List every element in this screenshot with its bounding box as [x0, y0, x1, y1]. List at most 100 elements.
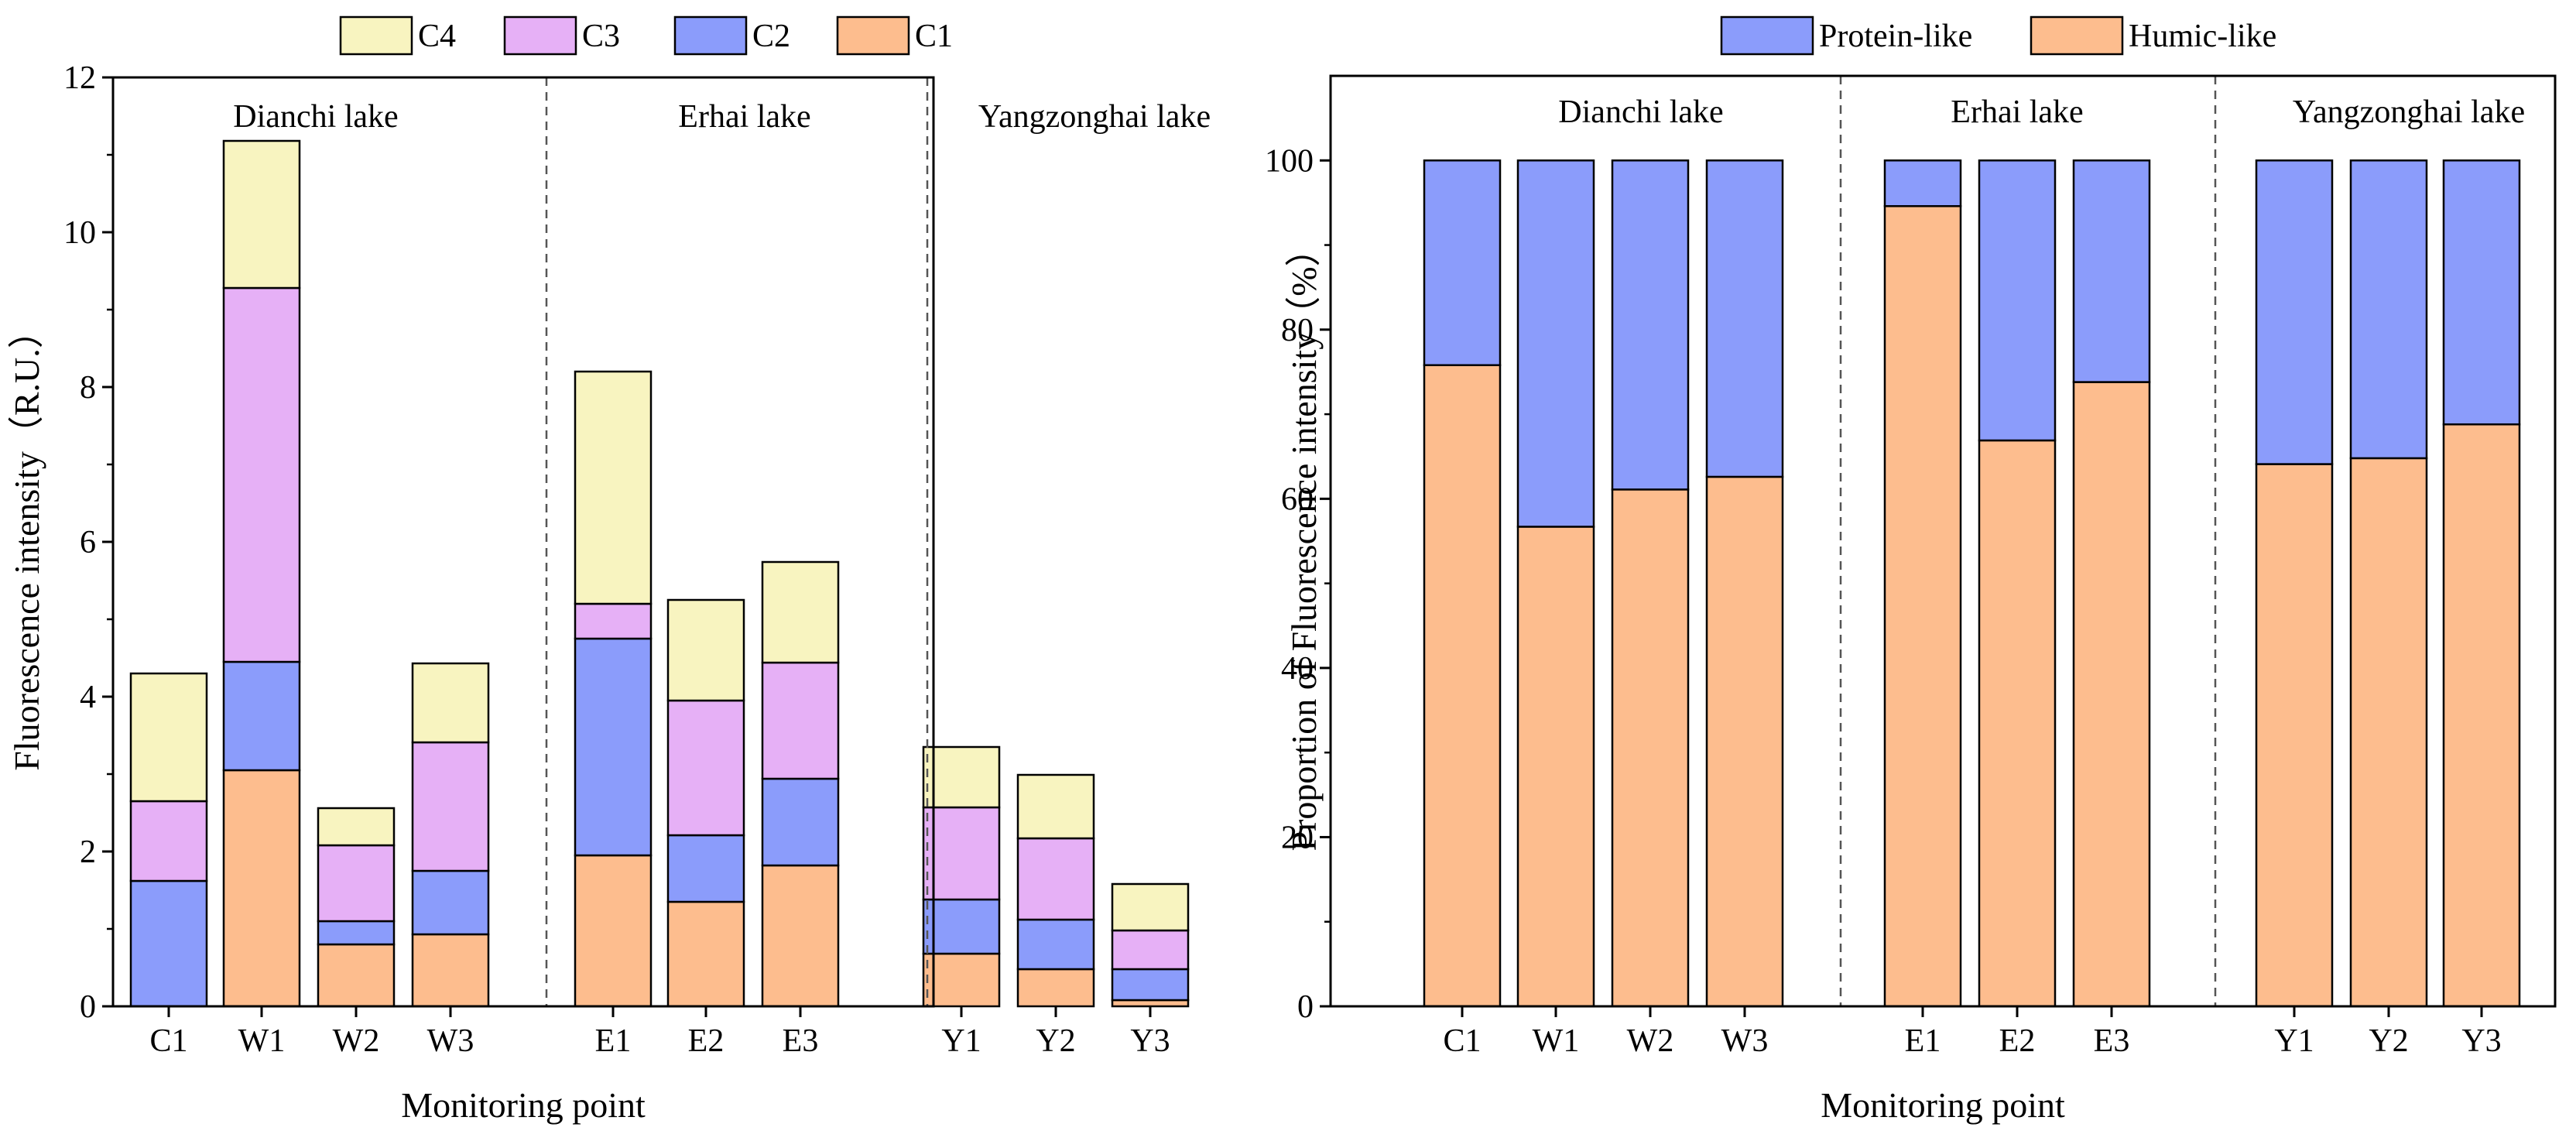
- bar-Protein-like-C1: [1423, 159, 1502, 366]
- legend: Protein-like Humic-like: [1720, 15, 2276, 56]
- bar-C4-W2: [317, 807, 396, 847]
- bar-C3-E3: [761, 661, 840, 780]
- x-tick-label: W1: [238, 1023, 286, 1059]
- bar-C1-Y1: [922, 952, 1001, 1008]
- bar-C3-C1: [129, 800, 208, 882]
- x-tick-label: Y2: [2369, 1023, 2408, 1059]
- x-tick-label: E1: [595, 1023, 632, 1059]
- y-tick-label: 60: [1281, 481, 1314, 517]
- bar-C4-W1: [222, 139, 301, 290]
- bar-C4-E2: [666, 598, 745, 702]
- bar-C3-Y2: [1016, 837, 1095, 921]
- bar-Humic-like-W3: [1705, 475, 1784, 1008]
- bar-C2-Y1: [922, 898, 1001, 955]
- group-label: Dianchi lake: [1558, 94, 1723, 130]
- bar-C3-W1: [222, 286, 301, 663]
- bar-Protein-like-E2: [1978, 159, 2057, 442]
- y-tick-label: 10: [63, 215, 96, 251]
- group-label: Erhai lake: [1951, 94, 2083, 130]
- legend-swatch-C2: [673, 15, 748, 56]
- legend-label-Protein-like: Protein-like: [1819, 19, 1972, 54]
- x-tick-label: C1: [149, 1023, 187, 1059]
- x-tick-label: Y1: [2274, 1023, 2314, 1059]
- x-tick-label: W2: [333, 1023, 380, 1059]
- bar-C4-Y1: [922, 745, 1001, 809]
- bar-Protein-like-E1: [1883, 159, 1962, 207]
- x-tick-label: W2: [1627, 1023, 1674, 1059]
- y-axis-label: Fluorescence intensity（R.U.）: [7, 313, 46, 771]
- bar-C4-E3: [761, 560, 840, 664]
- bar-Humic-like-E2: [1978, 439, 2057, 1008]
- bar-Humic-like-E1: [1883, 205, 1962, 1008]
- legend-swatch-C1: [836, 15, 910, 56]
- legend-swatch-Protein-like: [1720, 15, 1814, 56]
- bar-Humic-like-W2: [1611, 488, 1690, 1008]
- bar-Humic-like-E3: [2072, 381, 2151, 1008]
- x-tick-label: W3: [427, 1023, 474, 1059]
- bar-C3-Y3: [1111, 929, 1190, 971]
- bar-C1-Y2: [1016, 968, 1095, 1008]
- legend-label-C4: C4: [418, 19, 456, 54]
- bar-C4-W3: [411, 662, 490, 744]
- y-tick-label: 2: [80, 834, 96, 870]
- legend-label-C2: C2: [752, 19, 790, 54]
- x-tick-label: W1: [1533, 1023, 1580, 1059]
- bar-Protein-like-Y2: [2349, 159, 2428, 460]
- y-tick-label: 12: [63, 60, 96, 96]
- group-label: Yangzonghai lake: [978, 99, 1211, 135]
- bar-C2-W1: [222, 660, 301, 772]
- bar-C3-W3: [411, 741, 490, 872]
- bar-C2-Y3: [1111, 968, 1190, 1002]
- y-tick-label: 8: [80, 370, 96, 406]
- chart-panel-1: Dianchi lake Erhai lake Yangzonghai lake 0 2…: [7, 15, 1211, 1125]
- bar-C1-E3: [761, 864, 840, 1008]
- bar-Protein-like-E3: [2072, 159, 2151, 383]
- x-tick-label: E3: [783, 1023, 819, 1059]
- bar-Humic-like-C1: [1423, 364, 1502, 1008]
- bar-C2-E1: [574, 637, 653, 857]
- legend-swatch-C4: [339, 15, 413, 56]
- bar-C1-E2: [666, 900, 745, 1008]
- bar-C3-E1: [574, 602, 653, 640]
- bar-C3-E2: [666, 699, 745, 837]
- x-tick-label: E3: [2094, 1023, 2130, 1059]
- legend-label-C3: C3: [582, 19, 620, 54]
- y-tick-label: 6: [80, 525, 96, 560]
- x-tick-label: W3: [1721, 1023, 1769, 1059]
- legend-swatch-C3: [503, 15, 577, 56]
- legend-label-Humic-like: Humic-like: [2129, 19, 2276, 54]
- x-tick-label: Y3: [1130, 1023, 1170, 1059]
- bar-C1-E1: [574, 854, 653, 1008]
- legend-swatch-Humic-like: [2030, 15, 2124, 56]
- x-axis-label: Monitoring point: [401, 1085, 646, 1125]
- x-tick-label: E2: [688, 1023, 724, 1059]
- bar-Humic-like-Y1: [2255, 463, 2334, 1008]
- y-tick-label: 80: [1281, 313, 1314, 348]
- bar-C2-E2: [666, 834, 745, 903]
- bar-Humic-like-Y2: [2349, 457, 2428, 1008]
- group-label: Yangzonghai lake: [2293, 94, 2525, 130]
- bar-Protein-like-Y1: [2255, 159, 2334, 465]
- bar-C4-Y3: [1111, 882, 1190, 932]
- bar-C4-Y2: [1016, 773, 1095, 840]
- x-tick-label: Y1: [941, 1023, 981, 1059]
- bar-C3-W2: [317, 844, 396, 923]
- y-tick-label: 4: [80, 680, 96, 715]
- bar-Protein-like-W3: [1705, 159, 1784, 478]
- x-tick-label: Y2: [1036, 1023, 1075, 1059]
- group-label: Erhai lake: [678, 99, 810, 135]
- group-label: Dianchi lake: [233, 99, 398, 135]
- bar-C1-W3: [411, 933, 490, 1008]
- bar-Protein-like-W1: [1516, 159, 1595, 528]
- legend: C4 C3 C2 C1: [339, 15, 953, 56]
- y-tick-label: 40: [1281, 651, 1314, 687]
- bar-C1-W2: [317, 943, 396, 1008]
- bars: [129, 139, 1190, 1008]
- bar-C2-Y2: [1016, 918, 1095, 971]
- bar-C2-C1: [129, 879, 208, 1008]
- y-axis-label: Proportion of Fluorescence intensity（%）: [1284, 231, 1324, 851]
- x-tick-label: E1: [1905, 1023, 1941, 1059]
- y-tick-label: 0: [1297, 989, 1314, 1025]
- y-tick-label: 20: [1281, 820, 1314, 855]
- legend-label-C1: C1: [915, 19, 953, 54]
